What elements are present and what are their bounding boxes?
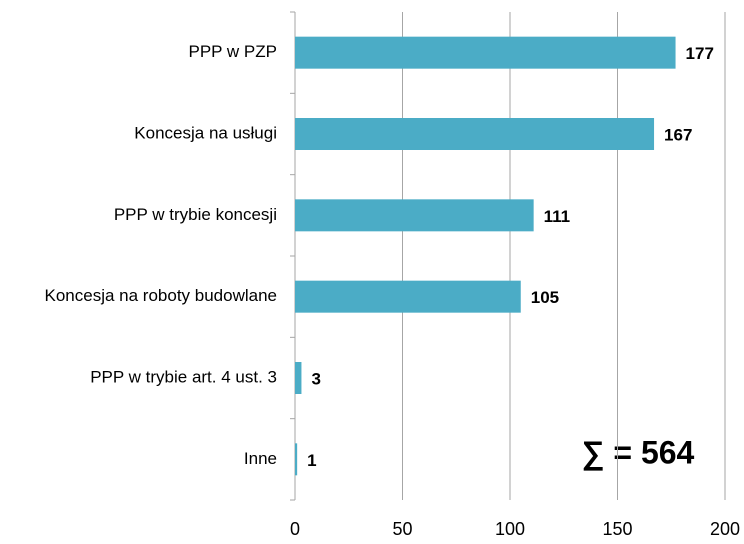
data-label: 1 — [307, 451, 316, 470]
x-tick-label: 0 — [290, 519, 300, 539]
sum-annotation: ∑ = 564 — [582, 434, 695, 471]
bar — [295, 443, 298, 476]
y-tick-label: PPP w trybie art. 4 ust. 3 — [90, 367, 277, 386]
y-tick-label: Koncesja na roboty budowlane — [45, 286, 278, 305]
data-label: 3 — [311, 369, 320, 388]
y-tick-label: Inne — [244, 449, 277, 468]
data-label: 105 — [531, 288, 559, 307]
x-tick-label: 50 — [392, 519, 412, 539]
data-label: 111 — [544, 207, 571, 226]
y-tick-label: PPP w trybie koncesji — [114, 205, 277, 224]
y-tick-label: PPP w PZP — [189, 42, 278, 61]
bar — [295, 362, 302, 394]
bar — [295, 36, 676, 69]
data-label: 177 — [686, 44, 714, 63]
data-label: 167 — [664, 125, 692, 144]
y-tick-label: Koncesja na usługi — [134, 123, 277, 142]
x-tick-label: 100 — [495, 519, 525, 539]
bar — [295, 118, 655, 150]
x-tick-label: 150 — [602, 519, 632, 539]
bar — [295, 199, 534, 232]
x-tick-label: 200 — [710, 519, 740, 539]
bar — [295, 280, 521, 313]
